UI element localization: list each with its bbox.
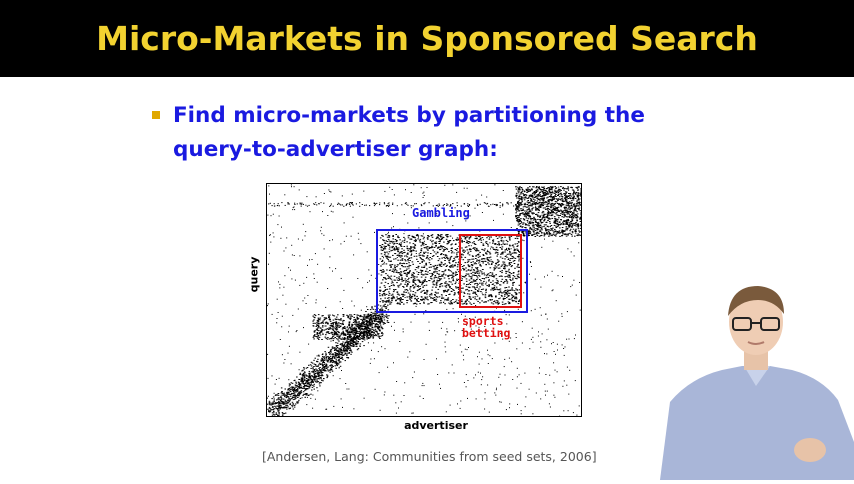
- citation: [Andersen, Lang: Communities from seed s…: [262, 449, 597, 464]
- y-axis-label: query: [248, 255, 261, 295]
- square-bullet-icon: [152, 111, 160, 119]
- presenter-video: [660, 282, 854, 480]
- presenter-figure: [660, 282, 854, 480]
- slide-title: Micro-Markets in Sponsored Search: [96, 19, 758, 58]
- sports-betting-cluster-box: [459, 234, 522, 308]
- title-bar: Micro-Markets in Sponsored Search: [0, 0, 854, 77]
- sports-betting-label: sports betting: [462, 315, 510, 339]
- bullet-point: Find micro-markets by partitioning the q…: [152, 99, 672, 167]
- bullet-text: Find micro-markets by partitioning the q…: [173, 99, 672, 167]
- x-axis-label: advertiser: [376, 419, 496, 432]
- sports-label-line2: betting: [462, 327, 510, 339]
- gambling-label: Gambling: [412, 206, 470, 220]
